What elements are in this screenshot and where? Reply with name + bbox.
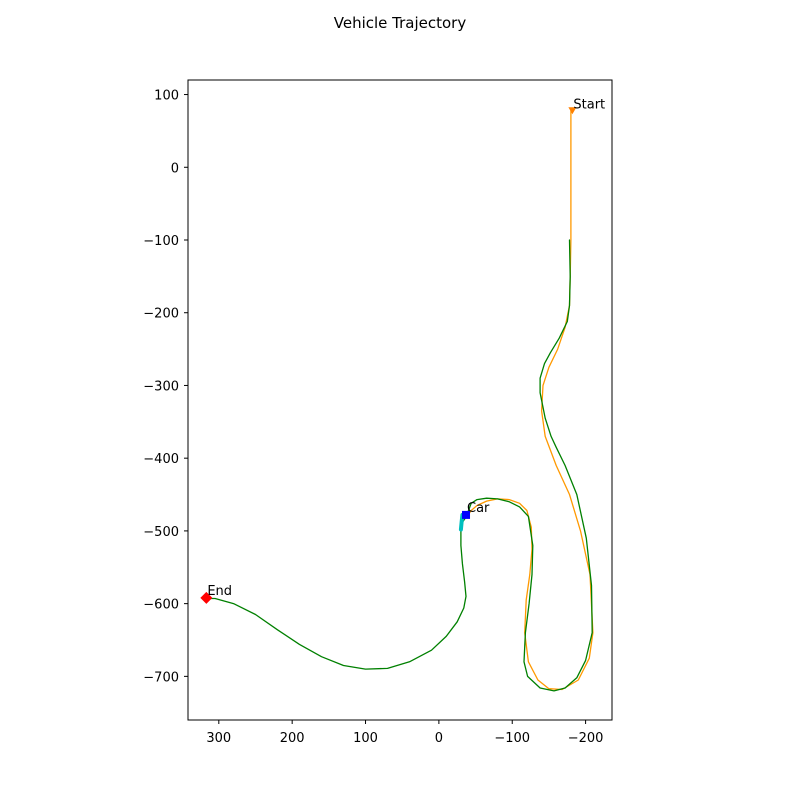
trajectory-line-1 <box>465 109 594 691</box>
x-tick-label: −200 <box>568 731 604 746</box>
trajectory-line-2 <box>465 239 593 692</box>
x-tick-label: 100 <box>353 731 378 746</box>
car-marker <box>462 510 471 519</box>
y-tick-label: 100 <box>154 89 179 104</box>
y-tick-label: −100 <box>143 234 179 249</box>
y-tick-label: 0 <box>171 161 179 176</box>
start-marker <box>568 107 577 115</box>
axis-ticks: 300 200 100 0 −100 −200 100 0 −100 −200 −300 −400 −5… <box>143 89 603 746</box>
y-tick-label: −200 <box>143 307 179 322</box>
car-label: Car <box>467 501 490 516</box>
end-label: End <box>207 584 232 599</box>
plot-area: Start Car End <box>200 97 605 692</box>
y-tick-label: −500 <box>143 525 179 540</box>
x-tick-label: 300 <box>206 731 231 746</box>
y-tick-label: −300 <box>143 379 179 394</box>
y-tick-label: −400 <box>143 452 179 467</box>
x-tick-label: 200 <box>280 731 305 746</box>
end-marker <box>200 591 213 604</box>
y-tick-label: −600 <box>143 598 179 613</box>
start-label: Start <box>573 97 605 112</box>
trajectory-line-3 <box>204 516 467 670</box>
axes-frame <box>187 79 613 721</box>
x-tick-label: −100 <box>494 731 530 746</box>
x-tick-label: 0 <box>435 731 443 746</box>
chart-title: Vehicle Trajectory <box>334 14 467 32</box>
y-tick-label: −700 <box>143 670 179 685</box>
